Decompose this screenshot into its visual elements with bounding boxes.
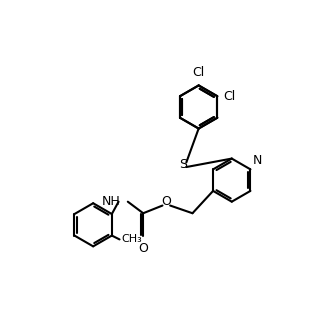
Text: Cl: Cl: [193, 66, 205, 79]
Text: O: O: [138, 242, 148, 255]
Text: Cl: Cl: [223, 90, 236, 103]
Text: O: O: [161, 195, 171, 208]
Text: S: S: [179, 158, 187, 171]
Text: CH₃: CH₃: [121, 235, 142, 244]
Text: NH: NH: [101, 195, 120, 208]
Text: N: N: [253, 154, 262, 167]
